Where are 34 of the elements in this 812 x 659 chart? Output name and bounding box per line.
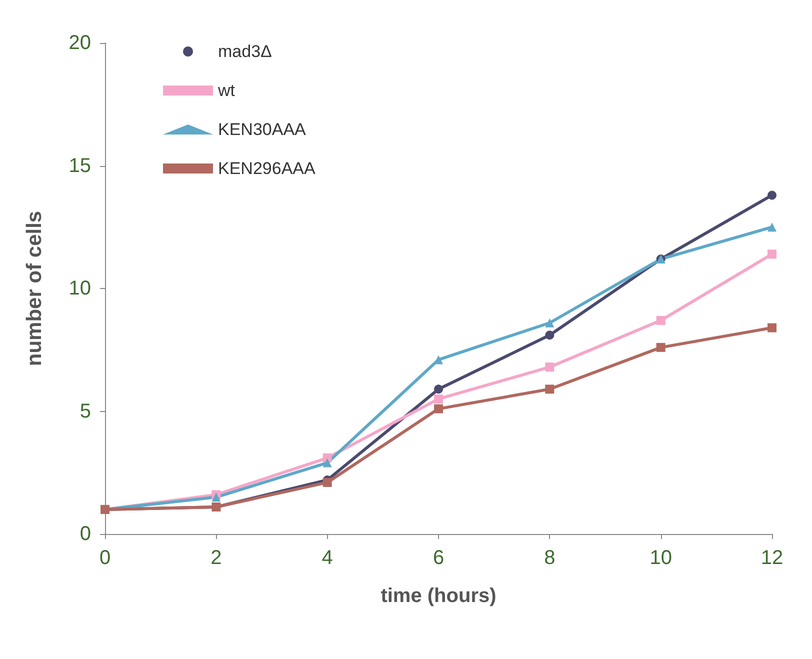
legend-label: wt [217,81,236,100]
point [768,250,776,259]
point [322,458,332,468]
x-axis-title: time (hours) [380,585,496,607]
point [656,316,666,325]
y-tick-label: 15 [68,154,91,177]
legend-label: KEN30AAA [218,120,307,139]
x-tick-label: 12 [760,547,784,569]
point [768,222,776,232]
point [434,394,443,404]
y-tick-label: 5 [80,400,91,422]
point [656,342,666,352]
x-tick-label: 8 [544,547,556,569]
y-axis-title: number of cells [23,210,46,366]
point [322,478,332,487]
legend-label: mad3Δ [218,42,272,61]
x-tick-label: 2 [210,547,222,569]
point [212,492,221,502]
legend-label: KEN296AAA [218,159,316,178]
point [545,362,554,372]
x-tick-label: 0 [99,547,111,569]
y-tick-label: 20 [68,32,91,54]
point [545,384,554,394]
point [768,190,776,200]
point [545,330,554,340]
y-tick-label: 0 [80,523,91,545]
x-tick-label: 4 [322,547,333,569]
point [545,318,554,328]
y-tick-label: 10 [68,278,91,300]
x-tick-label: 6 [432,547,444,569]
point [434,404,443,414]
point [434,384,443,394]
point [768,323,776,332]
x-tick-label: 10 [650,547,672,569]
